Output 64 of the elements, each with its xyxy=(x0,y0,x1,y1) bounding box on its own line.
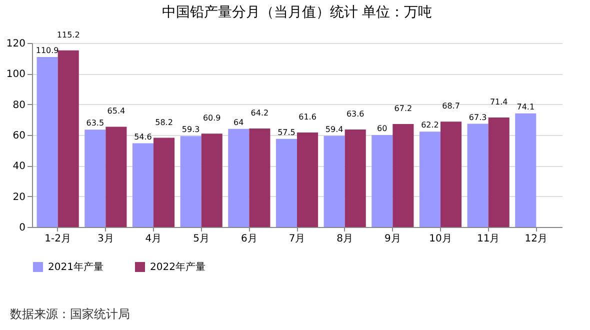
y-tick-label: 80 xyxy=(12,100,26,111)
data-label: 68.7 xyxy=(442,102,460,111)
bar xyxy=(392,124,414,227)
data-label: 110.9 xyxy=(36,46,59,55)
x-tick-label: 3月 xyxy=(97,234,114,244)
x-tick-label: 11月 xyxy=(476,234,500,244)
data-label: 59.3 xyxy=(182,125,200,134)
data-label: 60 xyxy=(377,124,388,133)
bar xyxy=(467,124,488,227)
legend-label: 2022年产量 xyxy=(150,261,206,273)
data-label: 61.6 xyxy=(298,112,316,122)
y-tick-label: 60 xyxy=(12,130,26,142)
data-label: 59.4 xyxy=(325,124,344,134)
bar xyxy=(344,129,366,227)
data-label: 58.2 xyxy=(155,118,173,127)
data-label: 64 xyxy=(234,118,244,127)
x-tick-label: 10月 xyxy=(429,234,452,244)
bar xyxy=(488,118,510,227)
source-note: 数据来源：国家统计局 xyxy=(10,306,130,323)
bar xyxy=(201,134,222,227)
x-tick-label: 8月 xyxy=(336,234,354,244)
bar xyxy=(440,122,462,227)
bar xyxy=(276,138,297,227)
data-label: 74.1 xyxy=(516,102,535,112)
data-label: 60.9 xyxy=(202,114,221,123)
data-label: 62.2 xyxy=(421,120,439,130)
data-label: 63.6 xyxy=(346,109,364,118)
data-label: 67.3 xyxy=(468,112,487,122)
bar xyxy=(324,136,345,227)
x-tick-label: 5月 xyxy=(193,234,210,244)
bar xyxy=(419,132,440,227)
bar xyxy=(180,136,202,227)
bar xyxy=(515,113,536,227)
chart-title: 中国铅产量分月（当月值）统计 单位：万吨 xyxy=(162,4,432,20)
y-tick-label: 100 xyxy=(6,69,26,80)
x-tick-label: 1-2月 xyxy=(44,234,71,244)
data-label: 63.5 xyxy=(86,118,104,128)
bar xyxy=(228,128,250,227)
bar xyxy=(36,56,58,227)
x-tick-label: 9月 xyxy=(384,234,401,244)
bar xyxy=(106,126,127,227)
data-label: 64.2 xyxy=(250,108,269,118)
bar xyxy=(132,143,154,227)
bar xyxy=(249,128,270,227)
y-tick-label: 0 xyxy=(19,222,26,234)
data-label: 57.5 xyxy=(278,128,296,137)
data-label: 54.6 xyxy=(134,132,152,142)
data-label: 115.2 xyxy=(56,30,80,40)
x-tick-label: 4月 xyxy=(145,234,162,244)
y-tick-label: 20 xyxy=(12,192,26,203)
legend-label: 2021年产量 xyxy=(48,261,104,273)
x-tick-label: 7月 xyxy=(288,234,306,244)
data-label: 65.4 xyxy=(107,106,126,116)
x-tick-label: 6月 xyxy=(240,234,258,244)
data-label: 67.2 xyxy=(394,104,412,113)
bar xyxy=(154,138,175,227)
y-tick-label: 120 xyxy=(6,38,26,50)
y-tick-label: 40 xyxy=(12,161,26,172)
bar xyxy=(297,132,318,227)
x-tick-label: 12月 xyxy=(524,234,548,244)
bar xyxy=(84,130,106,227)
bar xyxy=(372,135,393,227)
bar xyxy=(58,50,79,227)
data-label: 71.4 xyxy=(490,98,508,107)
